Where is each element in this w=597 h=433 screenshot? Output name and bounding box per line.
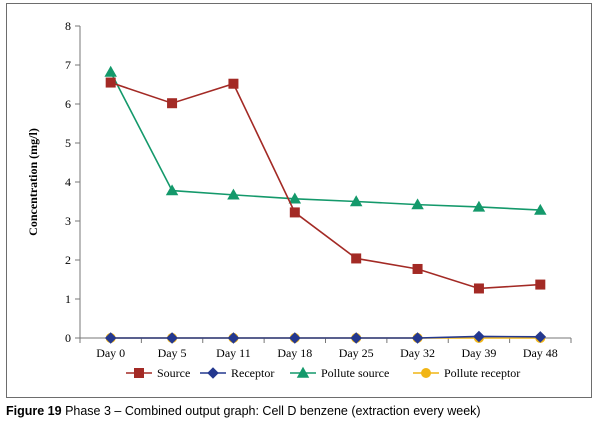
legend-label-receptor: Receptor [231,366,274,380]
point-receptor [227,332,240,344]
y-tick-label: 2 [65,253,71,267]
figure-caption-text: Phase 3 – Combined output graph: Cell D … [65,404,481,418]
point-pollute-source [227,188,240,200]
legend-label-pollute-source: Pollute source [321,366,389,380]
point-source [289,207,300,218]
figure-caption: Figure 19 Phase 3 – Combined output grap… [6,404,596,418]
legend-marker-receptor [207,367,219,379]
point-pollute-source [349,195,363,207]
point-pollute-source [472,200,486,212]
x-tick-label: Day 32 [400,346,435,360]
x-tick-label: Day 5 [158,346,187,360]
x-tick-label: Day 18 [277,346,312,360]
point-source [351,253,362,264]
point-pollute-source [165,184,179,196]
y-tick-label: 1 [65,292,71,306]
point-source [473,283,484,294]
series-line-source [110,81,541,290]
x-tick-label: Day 11 [216,346,251,360]
y-tick-label: 3 [65,214,71,228]
y-tick-label: 0 [65,331,71,345]
point-pollute-source [534,203,547,215]
y-axis-label: Concentration (mg/l) [26,128,40,236]
point-receptor [350,332,362,344]
point-pollute-source [411,198,424,210]
point-source [412,263,423,274]
point-receptor [473,330,485,343]
point-source [167,98,178,109]
point-pollute-source [104,65,117,77]
legend-marker-source [134,368,144,378]
y-tick-label: 6 [65,97,71,111]
y-tick-label: 5 [65,136,71,150]
y-tick-label: 4 [65,175,71,189]
point-receptor [534,331,547,343]
series-line-receptor [110,335,541,339]
x-tick-label: Day 25 [339,346,374,360]
point-receptor [104,332,117,344]
point-source [105,77,116,88]
point-source [535,279,546,290]
legend-marker-pollute-source [296,366,310,378]
point-receptor [166,332,178,344]
legend-label-source: Source [157,366,190,380]
x-tick-label: Day 48 [523,346,558,360]
legend-marker-pollute-receptor [421,368,431,378]
point-receptor [289,332,301,344]
line-chart: 0 1 2 3 4 5 6 7 8 Day 0 Day 5 Day 11 Day 18 Day 25 Day… [26,19,572,380]
legend-label-pollute-receptor: Pollute receptor [444,366,520,380]
x-tick-label: Day 0 [96,346,125,360]
figure-number: Figure 19 [6,404,62,418]
y-tick-label: 8 [65,19,71,33]
x-tick-label: Day 39 [461,346,496,360]
series-line-pollute-source [109,71,541,211]
point-pollute-source [288,192,302,204]
point-receptor [411,332,424,344]
y-tick-label: 7 [65,58,71,72]
point-source [228,78,239,89]
